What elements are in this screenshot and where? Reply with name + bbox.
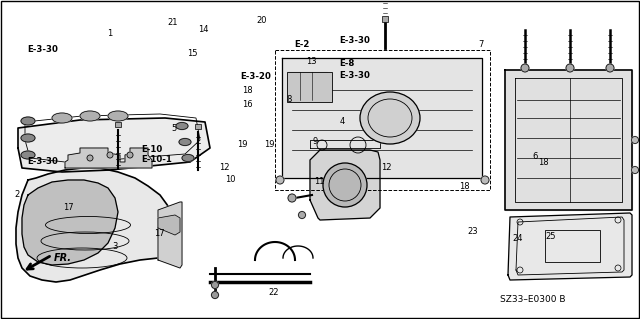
Circle shape [323,163,367,207]
Polygon shape [16,168,178,282]
Circle shape [211,292,218,299]
Ellipse shape [52,113,72,123]
Text: 22: 22 [269,288,279,297]
Polygon shape [505,70,632,210]
Text: 15: 15 [188,49,198,58]
Circle shape [566,64,574,72]
Circle shape [632,137,639,144]
Text: 2: 2 [14,190,19,199]
Ellipse shape [182,154,194,161]
Text: E-3-30: E-3-30 [339,71,370,80]
Polygon shape [65,148,152,168]
Text: 1: 1 [108,29,113,38]
Circle shape [481,176,489,184]
Text: 16: 16 [242,100,253,109]
Ellipse shape [21,134,35,142]
Text: E-3-30: E-3-30 [27,157,58,166]
Text: SZ33–E0300 B: SZ33–E0300 B [500,295,566,305]
Text: 12: 12 [381,163,391,172]
Text: 17: 17 [63,204,74,212]
Polygon shape [508,213,632,280]
Text: 4: 4 [339,117,344,126]
Text: E-3-30: E-3-30 [339,36,370,45]
Text: 12: 12 [219,163,229,172]
Text: 13: 13 [306,57,317,66]
Text: 23: 23 [467,227,478,236]
Text: 5: 5 [172,124,177,133]
Text: E-2: E-2 [294,40,310,49]
Polygon shape [158,202,182,268]
Ellipse shape [176,122,188,130]
Text: 3: 3 [112,242,117,251]
Text: E-3-20: E-3-20 [240,72,271,81]
Text: 18: 18 [242,86,253,95]
Text: 24: 24 [512,234,522,243]
Ellipse shape [360,92,420,144]
Circle shape [632,167,639,174]
Polygon shape [18,118,210,172]
Text: 21: 21 [168,19,178,27]
Circle shape [298,211,305,219]
Polygon shape [282,58,482,178]
Text: 17: 17 [154,229,164,238]
Text: 7: 7 [479,40,484,49]
Text: 20: 20 [256,16,266,25]
Text: E-8: E-8 [339,59,355,68]
Text: E-10: E-10 [141,145,162,154]
Polygon shape [287,72,327,100]
Text: 18: 18 [538,158,548,167]
Text: 10: 10 [225,175,236,184]
Text: E-10-1: E-10-1 [141,155,172,164]
Circle shape [127,152,133,158]
Text: 9: 9 [312,137,317,146]
Circle shape [521,64,529,72]
Text: FR.: FR. [54,253,72,263]
Ellipse shape [108,111,128,121]
Text: 19: 19 [264,140,274,149]
Text: 18: 18 [460,182,470,191]
Polygon shape [310,150,380,220]
Text: 19: 19 [237,140,247,149]
Text: 11: 11 [314,177,324,186]
Circle shape [288,194,296,202]
Text: 6: 6 [532,152,538,161]
FancyBboxPatch shape [115,122,121,127]
Text: E-3-30: E-3-30 [27,45,58,54]
Circle shape [87,155,93,161]
Text: 8: 8 [287,95,292,104]
Polygon shape [22,180,118,265]
Ellipse shape [21,151,35,159]
Circle shape [276,176,284,184]
Circle shape [107,152,113,158]
Circle shape [211,281,218,288]
Ellipse shape [179,138,191,145]
Polygon shape [158,215,180,235]
Ellipse shape [21,117,35,125]
FancyBboxPatch shape [195,124,201,129]
Text: 14: 14 [198,25,209,34]
FancyBboxPatch shape [382,16,388,22]
Text: 25: 25 [545,232,556,241]
Ellipse shape [80,111,100,121]
FancyBboxPatch shape [287,72,332,102]
Circle shape [606,64,614,72]
